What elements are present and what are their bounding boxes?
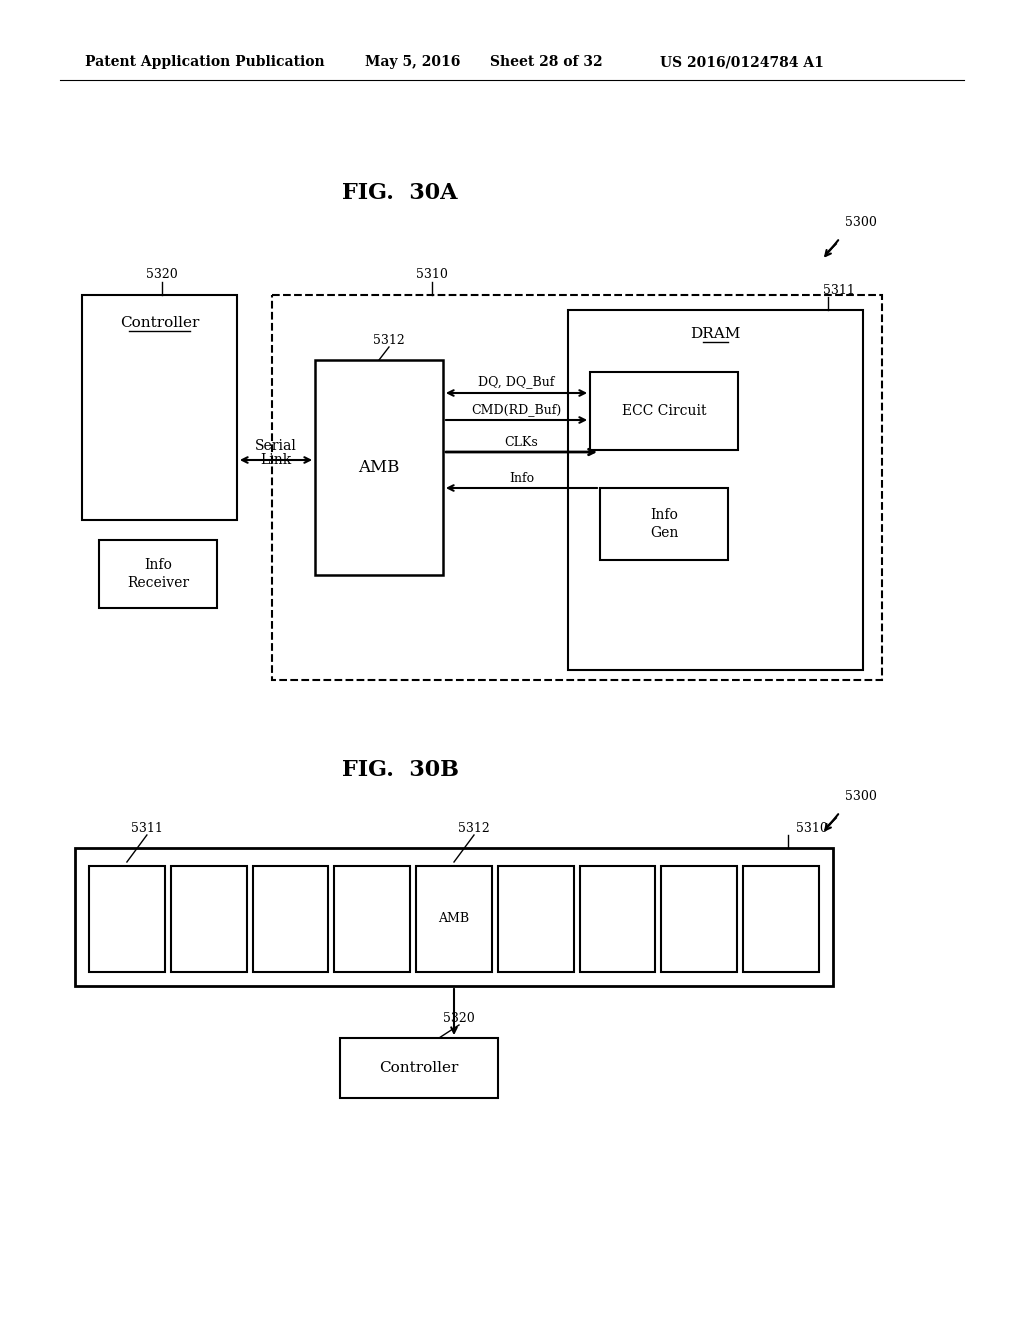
Text: 5320: 5320 <box>443 1011 475 1024</box>
Text: Receiver: Receiver <box>127 576 189 590</box>
Bar <box>315 360 443 576</box>
Text: Info: Info <box>650 508 678 521</box>
Text: Info: Info <box>144 558 172 572</box>
Text: 5311: 5311 <box>131 821 163 834</box>
Text: 5320: 5320 <box>146 268 178 281</box>
Text: Info: Info <box>509 471 535 484</box>
Bar <box>75 847 833 986</box>
Text: Patent Application Publication: Patent Application Publication <box>85 55 325 69</box>
Text: 5312: 5312 <box>373 334 404 346</box>
Text: 5311: 5311 <box>823 284 855 297</box>
Bar <box>590 372 738 450</box>
Bar <box>568 310 863 671</box>
Text: CMD(RD_Buf): CMD(RD_Buf) <box>471 404 561 417</box>
Bar <box>662 866 737 972</box>
Bar <box>498 866 573 972</box>
Text: Link: Link <box>260 453 292 467</box>
Bar <box>272 294 882 680</box>
Text: Serial: Serial <box>255 440 297 453</box>
Text: Controller: Controller <box>120 315 200 330</box>
Text: 5310: 5310 <box>796 821 828 834</box>
Text: CLKs: CLKs <box>505 436 539 449</box>
Text: 5300: 5300 <box>845 215 877 228</box>
Text: Sheet 28 of 32: Sheet 28 of 32 <box>490 55 603 69</box>
Text: FIG.  30A: FIG. 30A <box>342 182 458 205</box>
Text: 5300: 5300 <box>845 789 877 803</box>
Text: 5310: 5310 <box>416 268 447 281</box>
Text: FIG.  30B: FIG. 30B <box>341 759 459 781</box>
Text: ECC Circuit: ECC Circuit <box>622 404 707 418</box>
Text: 5312: 5312 <box>458 821 489 834</box>
Bar <box>600 488 728 560</box>
Bar <box>82 294 237 520</box>
Text: AMB: AMB <box>438 912 470 925</box>
Text: DQ, DQ_Buf: DQ, DQ_Buf <box>478 375 555 388</box>
Text: Gen: Gen <box>650 525 678 540</box>
Text: US 2016/0124784 A1: US 2016/0124784 A1 <box>660 55 824 69</box>
Bar <box>171 866 247 972</box>
Text: Controller: Controller <box>379 1061 459 1074</box>
Bar <box>340 1038 498 1098</box>
Bar <box>580 866 655 972</box>
Text: May 5, 2016: May 5, 2016 <box>365 55 461 69</box>
Bar <box>416 866 492 972</box>
Bar <box>334 866 410 972</box>
Bar <box>89 866 165 972</box>
Bar <box>743 866 819 972</box>
Bar <box>99 540 217 609</box>
Text: AMB: AMB <box>358 459 399 477</box>
Text: DRAM: DRAM <box>690 327 740 341</box>
Bar <box>253 866 329 972</box>
